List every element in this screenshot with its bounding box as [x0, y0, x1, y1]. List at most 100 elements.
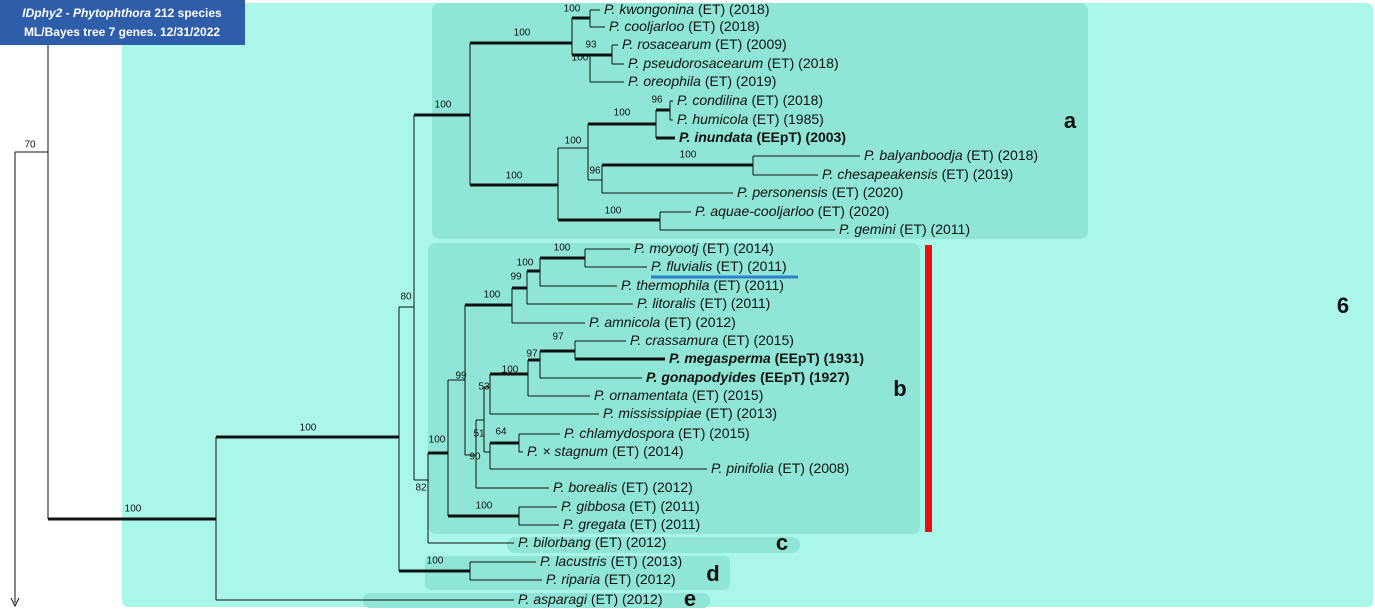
leaf-species: P. crassamura	[630, 332, 719, 348]
leaf-label: P. fluvialis (ET) (2011)	[651, 258, 787, 274]
leaf-species: P. bilorbang	[518, 534, 591, 550]
leaf-info: (ET) (2015)	[692, 387, 764, 403]
leaf-info: (ET) (2011)	[713, 277, 784, 293]
leaf-label: P. chesapeakensis (ET) (2019)	[822, 166, 1013, 182]
leaf-species: P. humicola	[677, 111, 749, 127]
leaf-label: P. amnicola (ET) (2012)	[589, 314, 736, 330]
clade-d-box	[425, 556, 730, 590]
leaf-info: (ET) (2011)	[899, 221, 970, 237]
support-value: 100	[565, 136, 582, 147]
leaf-info: (ET) (2020)	[832, 184, 904, 200]
leaf-species: P. mississippiae	[603, 405, 702, 421]
support-value: 96	[651, 95, 663, 106]
leaf-info: (ET) (2014)	[612, 443, 684, 459]
leaf-label: P. lacustris (ET) (2013)	[540, 553, 682, 569]
leaf-label: P. condilina (ET) (2018)	[677, 92, 823, 108]
leaf-info: (ET) (2018)	[751, 92, 823, 108]
leaf-label: P. megasperma (EEpT) (1931)	[669, 350, 864, 366]
support-value: 100	[554, 243, 571, 254]
support-value: 99	[455, 371, 467, 382]
leaf-label: P. borealis (ET) (2012)	[553, 479, 693, 495]
leaf-species: P. moyootj	[634, 240, 699, 256]
leaf-species: P. riparia	[546, 571, 600, 587]
leaf-info: (ET) (2012)	[621, 479, 693, 495]
support-value: 99	[510, 272, 522, 283]
support-value: 100	[564, 4, 581, 15]
leaf-info: (ET) (2019)	[942, 166, 1014, 182]
leaf-label: P. × stagnum (ET) (2014)	[527, 443, 684, 459]
leaf-species: P. ornamentata	[594, 387, 688, 403]
leaf-info: (ET) (2012)	[604, 571, 676, 587]
leaf-label: P. oreophila (ET) (2019)	[628, 73, 776, 89]
leaf-info: (ET) (2018)	[967, 147, 1039, 163]
leaf-species: P. chlamydospora	[564, 425, 674, 441]
leaf-species: P. balyanboodja	[864, 147, 963, 163]
leaf-label: P. mississippiae (ET) (2013)	[603, 405, 777, 421]
leaf-species: P. litoralis	[637, 295, 696, 311]
leaf-species: P. chesapeakensis	[822, 166, 938, 182]
leaf-species: P. cooljarloo	[609, 18, 684, 34]
leaf-label: P. moyootj (ET) (2014)	[634, 240, 774, 256]
support-value: 64	[495, 427, 507, 438]
leaf-label: P. riparia (ET) (2012)	[546, 571, 676, 587]
leaf-info: (ET) (2018)	[698, 1, 770, 17]
support-value: 100	[427, 556, 444, 567]
leaf-info: (EEpT) (1927)	[760, 369, 849, 385]
leaf-info: (ET) (2020)	[818, 203, 890, 219]
clade-label: b	[893, 376, 906, 401]
leaf-label: P. ornamentata (ET) (2015)	[594, 387, 763, 403]
support-value: 100	[572, 53, 589, 64]
support-value: 82	[415, 483, 427, 494]
leaf-species: P. gonapodyides	[646, 369, 756, 385]
support-value: 100	[517, 258, 534, 269]
leaf-label: P. asparagi (ET) (2012)	[518, 591, 662, 607]
leaf-species: P. amnicola	[589, 314, 661, 330]
highlight-bar	[925, 245, 932, 532]
header-box	[0, 0, 245, 45]
clade-label: c	[776, 530, 788, 555]
leaf-info: (ET) (2014)	[702, 240, 774, 256]
leaf-label: P. crassamura (ET) (2015)	[630, 332, 794, 348]
leaf-info: (ET) (2012)	[664, 314, 736, 330]
leaf-info: (ET) (2015)	[678, 425, 750, 441]
leaf-species: P. kwongonina	[604, 1, 694, 17]
support-value: 100	[506, 171, 523, 182]
leaf-info: (ET) (2013)	[705, 405, 777, 421]
leaf-label: P. kwongonina (ET) (2018)	[604, 1, 770, 17]
leaf-info: (ET) (1985)	[752, 111, 824, 127]
leaf-info: (ET) (2009)	[715, 36, 787, 52]
leaf-info: (ET) (2018)	[688, 18, 760, 34]
header-title: IDphy2 - Phytophthora 212 species	[22, 6, 222, 20]
leaf-info: (ET) (2013)	[611, 553, 683, 569]
support-value: 100	[435, 100, 452, 111]
leaf-info: (ET) (2011)	[629, 498, 700, 514]
leaf-label: P. pseudorosacearum (ET) (2018)	[628, 55, 839, 71]
leaf-label: P. pinifolia (ET) (2008)	[711, 460, 849, 476]
clade-label: e	[684, 586, 696, 609]
clade-label: 6	[1337, 293, 1349, 318]
leaf-info: (ET) (2011)	[630, 516, 701, 532]
leaf-species: P. pinifolia	[711, 460, 774, 476]
clade-c-box	[507, 537, 800, 553]
leaf-info: (ET) (2012)	[591, 591, 663, 607]
leaf-label: P. gibbosa (ET) (2011)	[561, 498, 700, 514]
leaf-label: P. personensis (ET) (2020)	[737, 184, 903, 200]
leaf-label: P. humicola (ET) (1985)	[677, 111, 824, 127]
leaf-label: P. thermophila (ET) (2011)	[621, 277, 784, 293]
leaf-label: P. gonapodyides (EEpT) (1927)	[646, 369, 850, 385]
leaf-species: P. × stagnum	[527, 443, 608, 459]
support-value: 97	[526, 349, 538, 360]
leaf-info: (EEpT) (2003)	[757, 129, 846, 145]
leaf-species: P. gregata	[563, 516, 626, 532]
leaf-info: (ET) (2019)	[705, 73, 777, 89]
support-value: 70	[24, 140, 36, 151]
leaf-species: P. gemini	[839, 221, 896, 237]
leaf-species: P. megasperma	[669, 350, 771, 366]
leaf-label: P. bilorbang (ET) (2012)	[518, 534, 666, 550]
leaf-info: (EEpT) (1931)	[775, 350, 864, 366]
leaf-info: (ET) (2011)	[700, 295, 771, 311]
support-value: 51	[473, 429, 485, 440]
leaf-info: (ET) (2011)	[716, 258, 787, 274]
support-value: 100	[476, 501, 493, 512]
